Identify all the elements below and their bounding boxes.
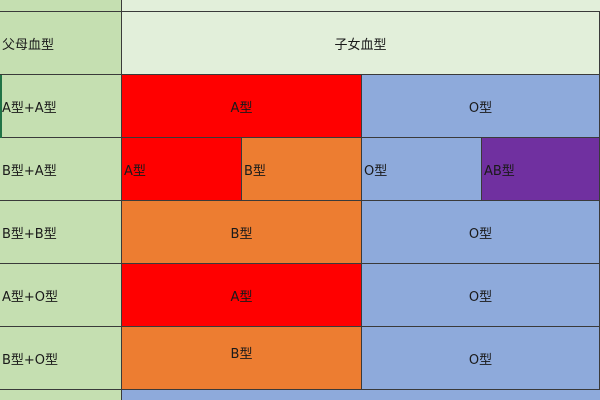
row-parents-cell[interactable]: A型+A型 [0, 75, 122, 138]
child-type-label: AB型 [484, 163, 515, 179]
row-parents-cell[interactable]: B型+A型 [0, 138, 122, 201]
child-type-label: A型 [124, 163, 146, 179]
child-type-o-cell[interactable]: O型 [362, 264, 600, 327]
child-type-o-cell[interactable]: O型 [362, 201, 600, 264]
row-parents-cell[interactable]: B型+B型 [0, 201, 122, 264]
child-type-a-cell[interactable]: A型 [122, 264, 362, 327]
child-type-label: B型 [244, 163, 266, 179]
parents-label: A型+O型 [2, 289, 59, 305]
child-type-o-cell[interactable]: O型 [362, 138, 482, 201]
child-type-o-cell[interactable]: O型 [362, 75, 600, 138]
row-parents-cell[interactable]: B型+O型 [0, 327, 122, 390]
bottom-partial-row-left [0, 390, 122, 400]
child-type-label: O型 [468, 289, 493, 305]
parents-label: B型+A型 [2, 163, 57, 179]
bottom-partial-row-right [122, 390, 600, 400]
parents-label: B型+B型 [2, 226, 57, 242]
child-type-b-cell[interactable]: B型 [242, 138, 362, 201]
child-type-ab-cell[interactable]: AB型 [482, 138, 600, 201]
parents-label: A型+A型 [2, 100, 57, 116]
child-type-label: O型 [468, 352, 493, 368]
row-parents-cell[interactable]: A型+O型 [0, 264, 122, 327]
parents-label: B型+O型 [2, 352, 59, 368]
child-type-a-cell[interactable]: A型 [122, 75, 362, 138]
child-type-label: O型 [468, 226, 493, 242]
child-type-label: A型 [230, 100, 253, 116]
child-type-a-cell[interactable]: A型 [122, 138, 242, 201]
selection-edge-marker [0, 75, 2, 138]
child-type-label: B型 [230, 226, 253, 242]
child-type-label: O型 [468, 100, 493, 116]
header-child-blood-type[interactable]: 子女血型 [122, 12, 600, 75]
top-partial-row-left [0, 0, 122, 12]
child-type-label: A型 [230, 289, 253, 305]
header-parent-label: 父母血型 [2, 37, 55, 53]
header-child-label: 子女血型 [334, 37, 387, 53]
top-partial-row-right [122, 0, 600, 12]
child-type-o-cell[interactable]: O型 [362, 327, 600, 390]
child-type-label: B型 [230, 347, 253, 362]
child-type-b-cell[interactable]: B型 [122, 201, 362, 264]
header-parent-blood-type[interactable]: 父母血型 [0, 12, 122, 75]
child-type-b-cell[interactable]: B型 [122, 327, 362, 390]
child-type-label: O型 [364, 163, 388, 179]
